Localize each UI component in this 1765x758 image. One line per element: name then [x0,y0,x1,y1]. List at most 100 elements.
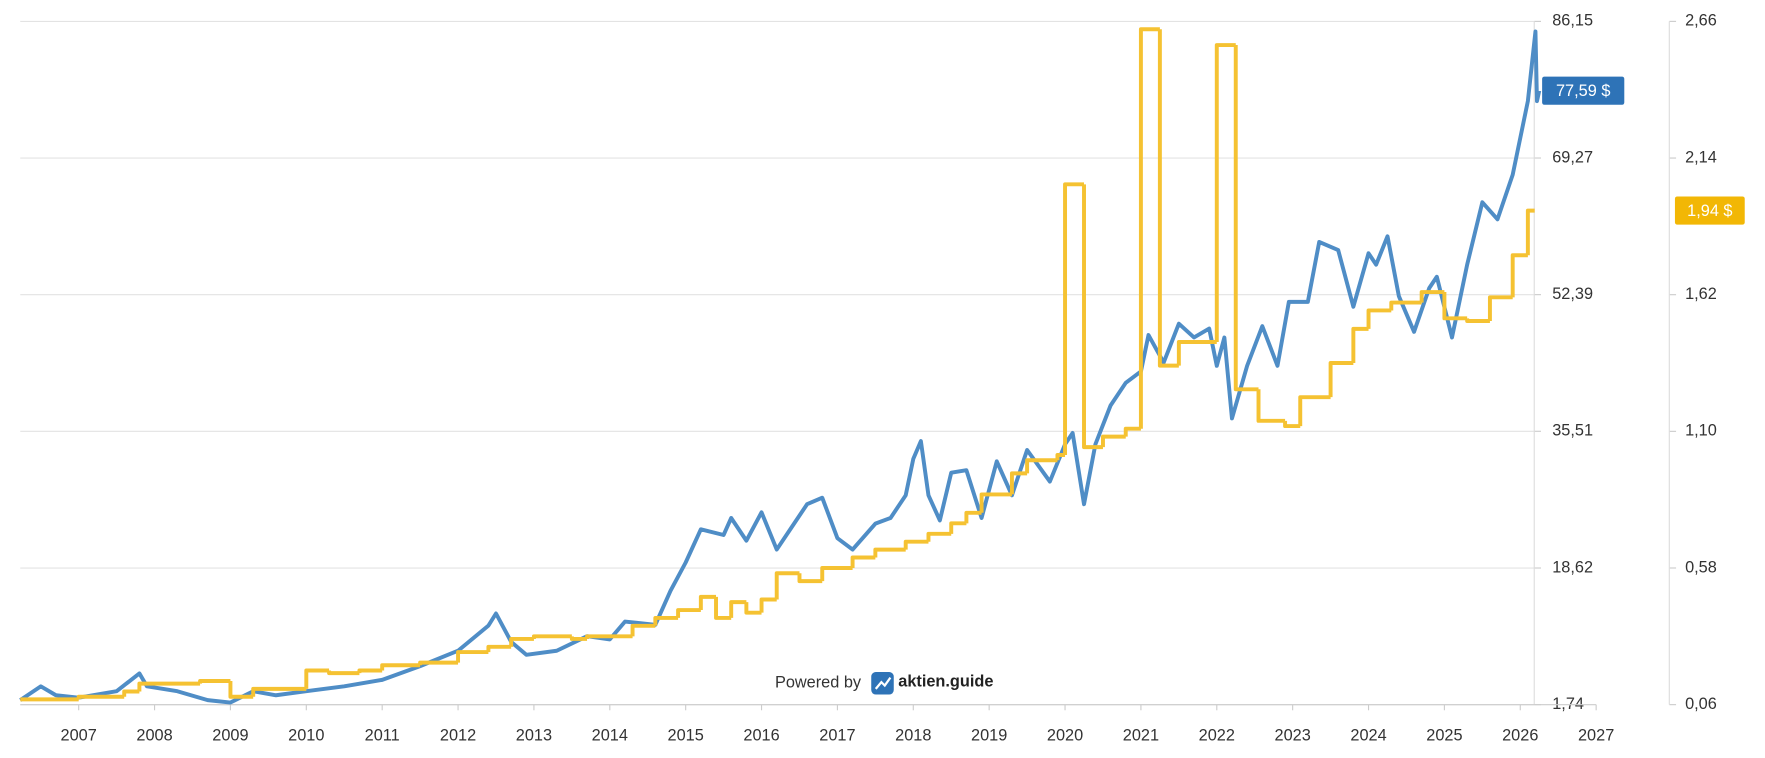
step-segment [903,539,929,550]
x-tick-label: 2020 [1047,726,1083,744]
y-tick-label: 69,27 [1552,148,1593,166]
step-segment [1256,389,1286,423]
step-segment [1366,308,1392,329]
x-tick-label: 2017 [819,726,855,744]
step-segment [357,668,383,674]
step-segment [486,644,512,653]
y-tick-label: 86,15 [1552,12,1593,30]
step-segment [1351,326,1369,364]
x-tick-label: 2012 [440,726,476,744]
step-segment [1298,395,1331,427]
end-badge [1542,76,1625,105]
step-segment [873,547,906,558]
step-segment [304,668,330,689]
y2-tick-label: 0,58 [1685,558,1717,576]
step-segment [198,679,231,684]
step-segment [797,573,823,584]
step-segment [1157,29,1179,368]
x-tick-label: 2022 [1199,726,1235,744]
y2-tick-label: 0,06 [1685,695,1717,713]
step-segment [1487,295,1513,321]
step-segment [1025,458,1058,474]
step-segment [820,566,853,582]
end-badge [1674,196,1745,225]
y-tick-label: 52,39 [1552,285,1593,303]
step-segment [1176,340,1217,366]
x-tick-label: 2023 [1275,726,1311,744]
x-tick-label: 2007 [61,726,97,744]
y2-tick-label: 2,66 [1685,12,1717,30]
step-segment [1465,318,1490,323]
step-segment [698,594,717,611]
end-badge-label: 77,59 $ [1556,82,1610,100]
step-segment [850,555,876,568]
step-segment [630,623,656,637]
step-segment [1138,27,1160,429]
x-tick-label: 2008 [136,726,172,744]
credit-prefix: Powered by [775,674,862,692]
step-segment [1009,471,1028,495]
y-tick-label: 35,51 [1552,422,1593,440]
step-segment [653,615,679,626]
step-segment [1082,184,1103,450]
step-segment [1510,253,1528,298]
step-segment [585,634,633,639]
step-segment [509,636,534,647]
x-tick-label: 2026 [1502,726,1538,744]
step-segment [1389,300,1422,311]
step-segment [926,531,952,542]
step-segment [774,571,800,600]
end-badge-label: 1,94 $ [1687,202,1732,220]
step-segment [1233,45,1259,392]
y2-tick-label: 1,62 [1685,285,1717,303]
step-segment [714,596,732,620]
step-segment [949,521,967,534]
x-tick-label: 2018 [895,726,931,744]
step-segment [964,510,982,524]
step-segment [569,636,588,641]
step-segment [1442,292,1468,321]
y-tick-label: 1,74 [1552,695,1584,713]
step-segment [456,650,489,663]
x-tick-label: 2019 [971,726,1007,744]
step-segment [327,670,360,676]
step-segment [1525,208,1535,256]
step-segment [1101,434,1126,448]
step-segment [1283,420,1301,429]
x-tick-label: 2013 [516,726,552,744]
step-segment [1328,361,1354,398]
y2-tick-label: 2,14 [1685,148,1717,166]
step-segment [729,600,747,618]
x-tick-label: 2016 [743,726,779,744]
y-tick-label: 18,62 [1552,558,1593,576]
price-line [19,29,1542,705]
step-segment [1214,43,1236,342]
step-segment [418,660,459,666]
x-tick-label: 2011 [365,726,400,744]
x-tick-label: 2025 [1426,726,1462,744]
step-segment [1419,290,1445,303]
step-segment [251,686,307,697]
step-segment [1123,426,1141,437]
x-tick-label: 2021 [1123,726,1159,744]
x-tick-label: 2009 [212,726,248,744]
step-segment [122,689,140,697]
step-segment [744,602,762,615]
step-segment [228,680,254,699]
x-tick-label: 2010 [288,726,324,744]
step-segment [979,492,1012,513]
x-tick-label: 2024 [1350,726,1386,744]
y2-tick-label: 1,10 [1685,422,1717,440]
step-segment [759,597,777,613]
brand-icon-arrow [874,676,892,690]
step-segment [1063,182,1085,455]
step-segment [676,608,701,618]
step-segment [137,681,201,692]
step-segment [76,694,125,700]
x-tick-label: 2015 [668,726,704,744]
step-segment [531,634,572,639]
x-tick-label: 2027 [1578,726,1614,744]
step-segment [380,663,421,671]
x-tick-label: 2014 [592,726,628,744]
